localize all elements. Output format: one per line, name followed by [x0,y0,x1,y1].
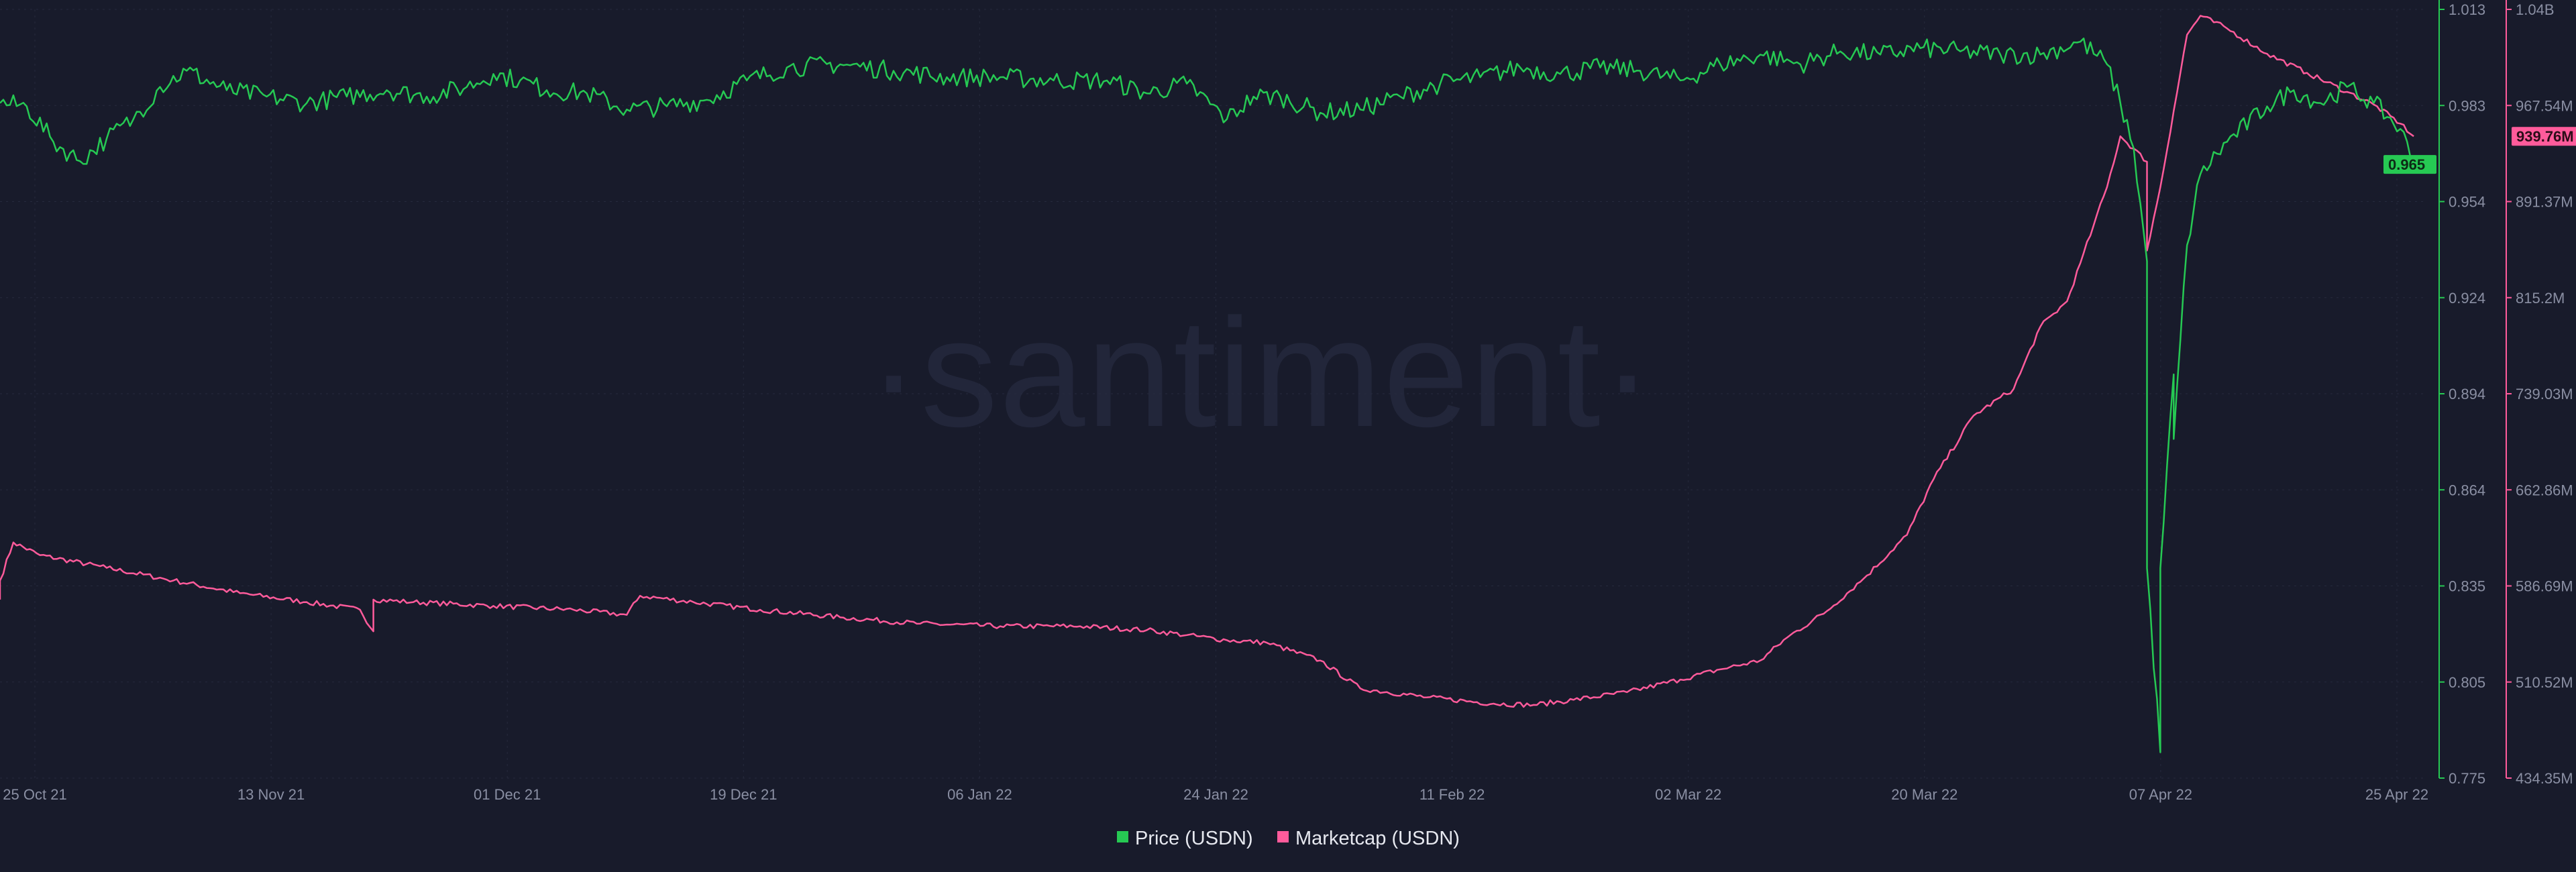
watermark: ·santiment· [868,286,1654,459]
legend: Price (USDN) Marketcap (USDN) [1117,828,1460,849]
legend-label-price[interactable]: Price (USDN) [1135,828,1253,849]
x-tick-label: 06 Jan 22 [947,786,1012,803]
y-tick-marketcap: 891.37M [2516,194,2573,211]
y-tick-marketcap: 1.04B [2516,1,2555,18]
legend-swatch-price [1117,831,1128,842]
current-value-label-price: 0.965 [2388,156,2425,173]
x-tick-label: 01 Dec 21 [474,786,541,803]
x-tick-label: 13 Nov 21 [237,786,305,803]
y-tick-price: 0.894 [2449,386,2485,402]
axes: 1.013 0.983 0.954 0.924 0.894 0.864 0.835 0.805… [3,0,2576,803]
y-tick-marketcap: 739.03M [2516,386,2573,402]
current-value-badge-price [2383,155,2436,174]
y-tick-price: 0.864 [2449,482,2485,498]
x-tick-label: 20 Mar 22 [1891,786,1957,803]
y-tick-marketcap: 662.86M [2516,482,2573,498]
y-tick-marketcap: 967.54M [2516,97,2573,114]
y-tick-price: 0.835 [2449,578,2485,595]
y-tick-marketcap: 815.2M [2516,290,2565,307]
x-tick-label: 25 Apr 22 [2365,786,2428,803]
x-tick-label: 24 Jan 22 [1183,786,1248,803]
y-tick-marketcap: 510.52M [2516,674,2573,691]
x-tick-label: 02 Mar 22 [1655,786,1721,803]
series-line-marketcap[interactable] [0,15,2414,708]
y-tick-marketcap: 434.35M [2516,770,2573,787]
y-tick-price: 0.805 [2449,674,2485,691]
y-tick-price: 0.924 [2449,290,2485,307]
y-tick-price: 0.983 [2449,97,2485,114]
legend-label-marketcap[interactable]: Marketcap (USDN) [1295,828,1460,849]
y-tick-price: 0.775 [2449,770,2485,787]
x-tick-label: 07 Apr 22 [2129,786,2192,803]
x-tick-label: 11 Feb 22 [1419,786,1485,803]
y-tick-price: 0.954 [2449,194,2485,211]
grid [0,9,2427,779]
series-line-price[interactable] [0,38,2415,753]
x-tick-label: 25 Oct 21 [3,786,66,803]
legend-swatch-marketcap [1277,831,1289,842]
y-tick-marketcap: 586.69M [2516,578,2573,595]
current-value-badge-marketcap [2512,127,2576,146]
current-value-label-marketcap: 939.76M [2516,128,2574,145]
x-tick-label: 19 Dec 21 [710,786,777,803]
y-tick-price: 1.013 [2449,1,2485,18]
series-layer [0,15,2415,753]
